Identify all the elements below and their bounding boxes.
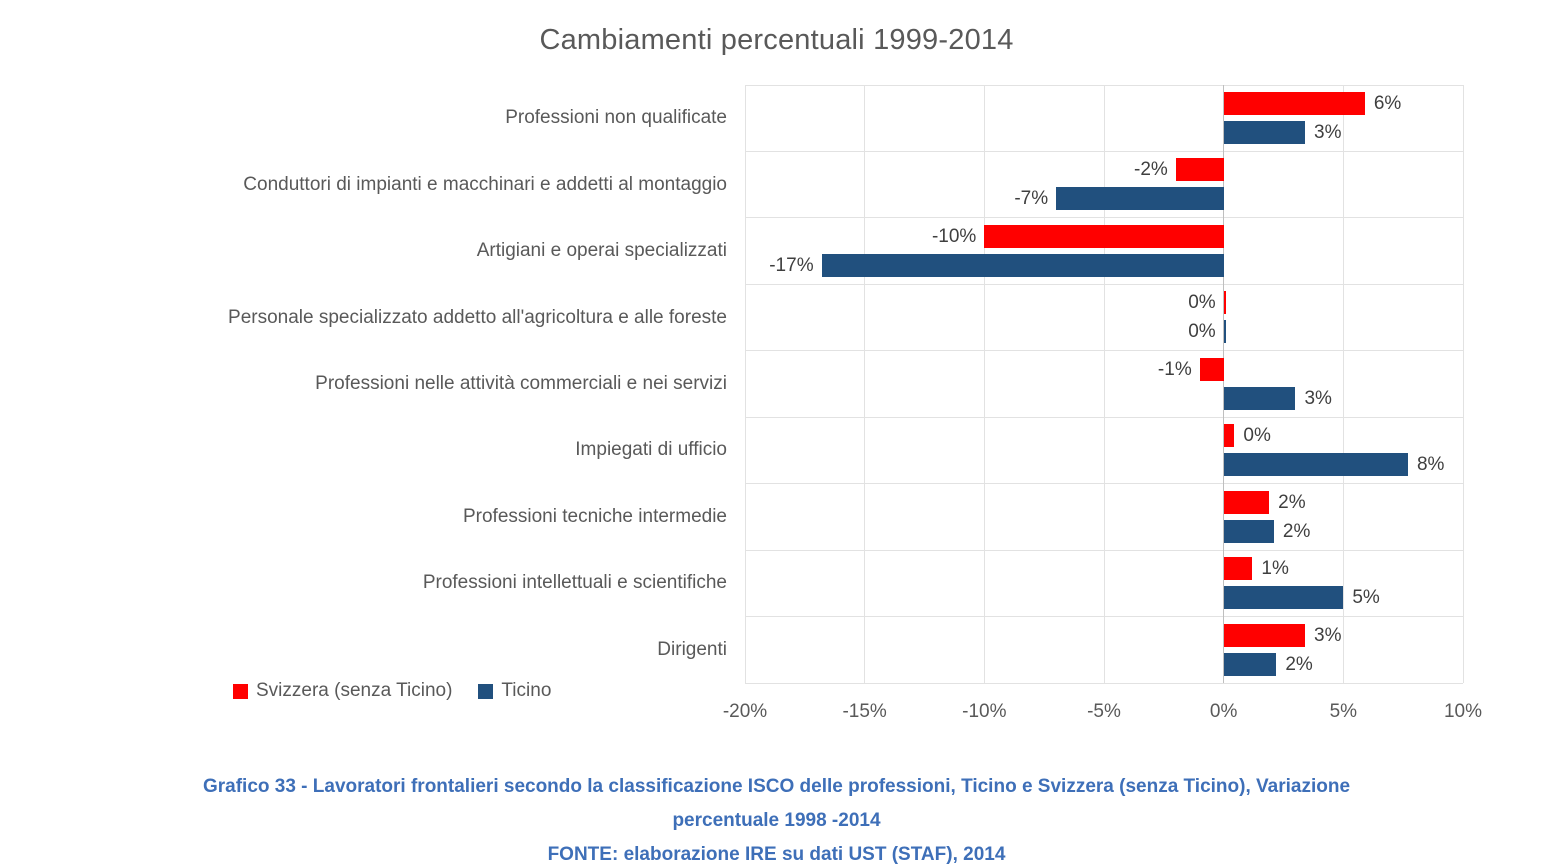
legend-label-1: Ticino <box>501 680 552 701</box>
bar-ticino-7 <box>1223 586 1344 610</box>
category-label-0: Professioni non qualificate <box>505 107 727 129</box>
bar-svizzera-0 <box>1223 92 1365 115</box>
value-label-svizzera-8: 3% <box>1314 624 1342 646</box>
value-label-ticino-7: 5% <box>1352 587 1380 609</box>
v-gridline <box>1462 85 1464 683</box>
category-label-5: Impiegati di ufficio <box>575 439 727 461</box>
bar-ticino-1 <box>1056 187 1224 211</box>
bar-ticino-4 <box>1223 386 1296 410</box>
value-label-ticino-0: 3% <box>1314 122 1342 143</box>
value-label-svizzera-7: 1% <box>1261 558 1289 580</box>
x-axis: -20% -15% -10% -5% 0% 5% 10% <box>723 701 1482 729</box>
legend-item-0: Svizzera (senza Ticino) <box>233 680 452 702</box>
value-label-ticino-5: 8% <box>1416 454 1445 476</box>
bar-svizzera-8 <box>1223 623 1306 647</box>
category-axis: Professioni non qualificate Conduttori di… <box>12 85 727 683</box>
category-label-1: Conduttori di impianti e macchinari e ad… <box>243 173 727 195</box>
x-tick-label-5: 5% <box>1329 701 1358 722</box>
h-gridline <box>745 682 1463 684</box>
v-gridline <box>744 85 746 683</box>
x-tick-label-0: -20% <box>722 701 768 722</box>
bar-svizzera-7 <box>1223 557 1253 581</box>
value-label-svizzera-6: 2% <box>1278 491 1306 513</box>
value-label-svizzera-0: 6% <box>1373 93 1402 114</box>
bar-ticino-2 <box>821 253 1224 277</box>
category-label-3: Personale specializzato addetto all'agri… <box>228 306 727 328</box>
bar-svizzera-2 <box>984 224 1224 248</box>
legend-swatch-0 <box>233 683 248 699</box>
bar-ticino-8 <box>1223 652 1277 676</box>
caption-line-1: Grafico 33 - Lavoratori frontalieri seco… <box>202 776 1351 797</box>
value-label-ticino-6: 2% <box>1282 520 1311 542</box>
bar-svizzera-1 <box>1175 158 1224 182</box>
x-tick-label-6: 10% <box>1443 701 1483 722</box>
legend-item-1: Ticino <box>478 680 551 702</box>
x-tick-label-3: -5% <box>1087 701 1121 722</box>
v-gridline <box>1103 85 1105 683</box>
x-tick-label-1: -15% <box>842 701 887 722</box>
chart-title: Cambiamenti percentuali 1999-2014 <box>539 24 1014 56</box>
value-label-ticino-1: -7% <box>1014 188 1049 210</box>
legend: Svizzera (senza Ticino) Ticino <box>233 680 551 702</box>
value-label-svizzera-1: -2% <box>1134 159 1168 181</box>
v-gridline <box>983 85 985 683</box>
bar-svizzera-3 <box>1223 291 1226 315</box>
v-gridline <box>864 85 866 683</box>
value-label-ticino-4: 3% <box>1304 387 1332 409</box>
value-label-svizzera-3: 0% <box>1188 292 1216 314</box>
value-label-svizzera-4: -1% <box>1157 358 1192 380</box>
value-label-ticino-8: 2% <box>1285 653 1313 675</box>
bar-ticino-3 <box>1223 320 1226 344</box>
bar-svizzera-5 <box>1223 424 1235 448</box>
legend-label-0: Svizzera (senza Ticino) <box>256 680 453 701</box>
v-gridline <box>1342 85 1344 683</box>
category-label-2: Artigiani e operai specializzati <box>476 240 727 262</box>
bar-svizzera-4 <box>1199 357 1224 381</box>
legend-swatch-1 <box>478 683 494 699</box>
bar-ticino-5 <box>1223 453 1408 477</box>
category-label-4: Professioni nelle attività commerciali e… <box>315 372 727 394</box>
bar-ticino-0 <box>1223 121 1306 144</box>
category-label-7: Professioni intellettuali e scientifiche <box>422 572 727 594</box>
value-label-svizzera-5: 0% <box>1243 425 1271 447</box>
plot-area: 6% -2% -10% 0% -1% 0% 2% 1% 3% 3% -7% -17% 0% 3% 8% 2% 5… <box>744 84 1464 684</box>
bar-ticino-6 <box>1223 519 1274 543</box>
value-label-ticino-2: -17% <box>769 254 814 276</box>
category-label-6: Professioni tecniche intermedie <box>462 505 727 527</box>
value-label-svizzera-2: -10% <box>931 225 977 247</box>
x-tick-label-2: -10% <box>962 701 1007 722</box>
bar-svizzera-6 <box>1223 490 1270 514</box>
caption: Grafico 33 - Lavoratori frontalieri seco… <box>0 770 1553 868</box>
category-label-8: Dirigenti <box>657 638 727 660</box>
caption-source: FONTE: elaborazione IRE su dati UST (STA… <box>547 844 1006 865</box>
x-tick-label-4: 0% <box>1209 701 1238 722</box>
zero-axis-line <box>1223 85 1225 683</box>
caption-line-2: percentuale 1998 -2014 <box>672 810 881 831</box>
value-label-ticino-3: 0% <box>1188 321 1216 343</box>
